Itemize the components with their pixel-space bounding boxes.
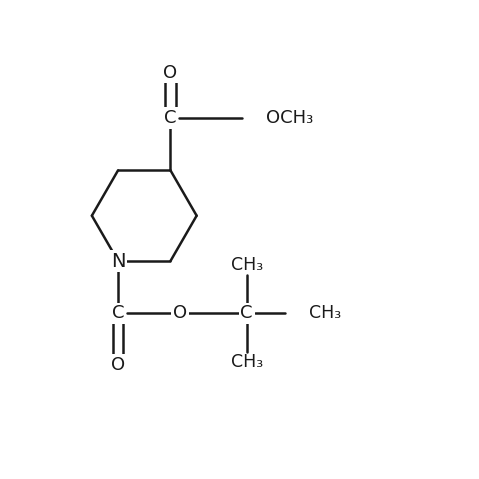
Text: C: C: [240, 305, 253, 322]
Text: CH₃: CH₃: [308, 305, 341, 322]
Text: O: O: [111, 356, 125, 374]
Text: CH₃: CH₃: [230, 256, 263, 274]
Text: O: O: [173, 305, 187, 322]
Text: C: C: [164, 109, 177, 127]
Text: C: C: [112, 305, 125, 322]
Text: CH₃: CH₃: [230, 353, 263, 371]
Text: OCH₃: OCH₃: [266, 109, 313, 127]
Text: N: N: [111, 251, 125, 271]
Text: O: O: [163, 64, 178, 82]
